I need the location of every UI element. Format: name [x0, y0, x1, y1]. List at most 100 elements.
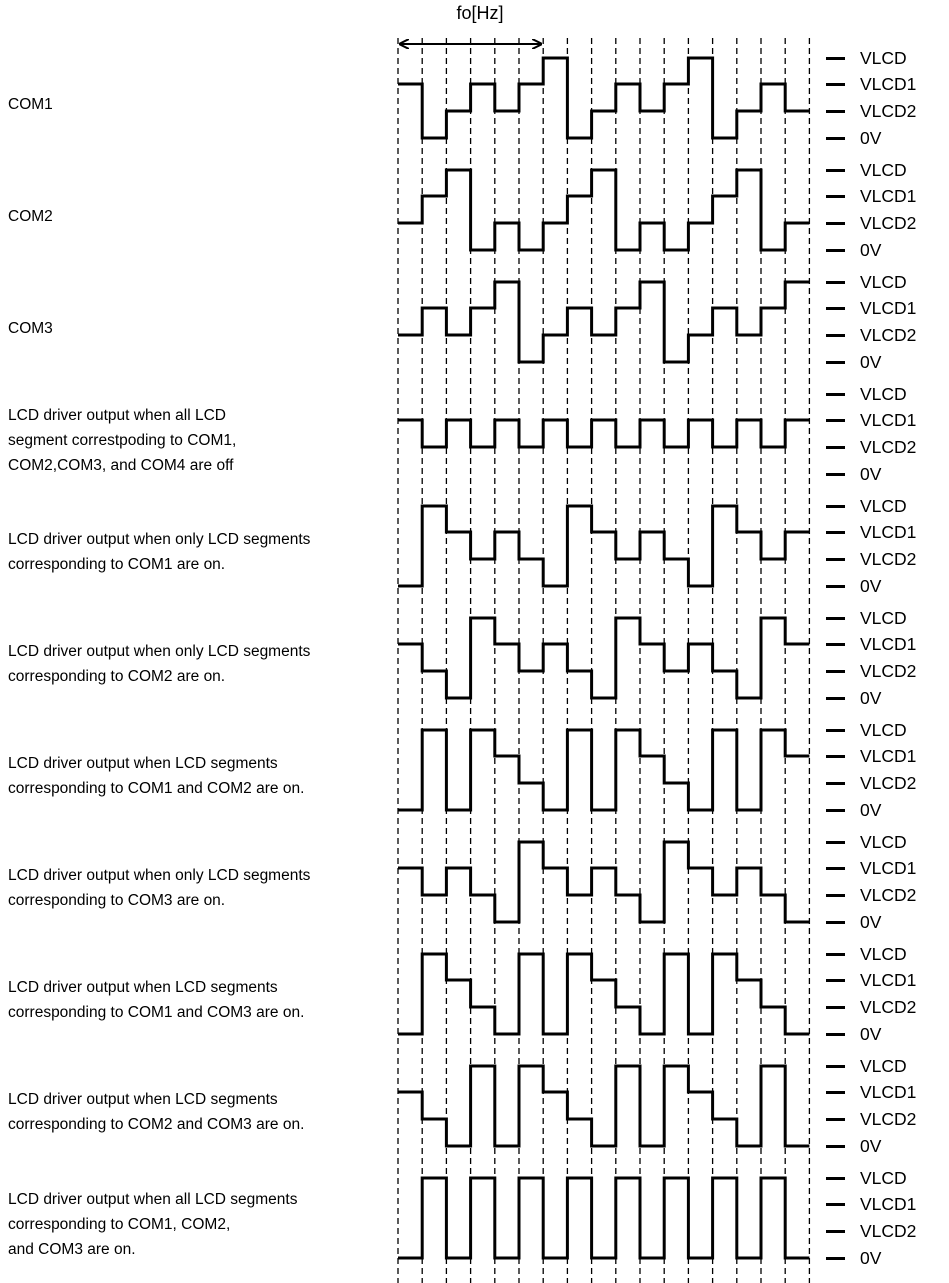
waveform-label-line: COM1 [8, 95, 53, 113]
waveform-trace [398, 616, 810, 700]
waveform-label: LCD driver output when only LCD segments… [8, 639, 388, 689]
waveform-label-line: COM3 [8, 319, 53, 337]
level-label: VLCD2 [860, 213, 917, 233]
level-label: VLCD1 [860, 522, 917, 542]
level-label: VLCD1 [860, 970, 917, 990]
waveform-label: LCD driver output when LCD segments corre… [8, 751, 388, 801]
level-label: VLCD [860, 832, 907, 852]
waveform-label: COM1 [8, 92, 388, 117]
waveform-label: LCD driver output when all LCD segment co… [8, 403, 388, 478]
level-label: VLCD [860, 608, 907, 628]
level-tick [826, 280, 845, 284]
level-label: 0V [860, 128, 882, 148]
level-label: VLCD [860, 272, 907, 292]
level-label: VLCD2 [860, 997, 917, 1017]
waveform-trace [398, 504, 810, 588]
waveform-label-line: corresponding to COM1 and COM2 are on. [8, 780, 305, 797]
level-tick [826, 472, 845, 476]
level-tick [826, 866, 845, 870]
waveform-trace [398, 56, 810, 140]
level-label: VLCD1 [860, 74, 917, 94]
level-label: VLCD2 [860, 101, 917, 121]
level-tick [826, 194, 845, 198]
level-tick [826, 920, 845, 924]
frequency-label: fo[Hz] [456, 3, 504, 23]
level-tick [826, 109, 845, 113]
level-label: VLCD [860, 160, 907, 180]
waveform-trace [398, 840, 810, 924]
level-tick [826, 1144, 845, 1148]
level-tick [826, 1117, 845, 1121]
waveform-label: LCD driver output when only LCD segments… [8, 527, 388, 577]
level-tick [826, 669, 845, 673]
level-tick [826, 557, 845, 561]
level-tick [826, 696, 845, 700]
level-label: 0V [860, 1248, 882, 1268]
waveform-label-line: corresponding to COM2 are on. [8, 668, 226, 685]
level-label: VLCD [860, 1168, 907, 1188]
level-tick [826, 168, 845, 172]
level-label: 0V [860, 576, 882, 596]
level-label: VLCD1 [860, 298, 917, 318]
level-label: 0V [860, 1024, 882, 1044]
level-tick [826, 1202, 845, 1206]
level-label: VLCD [860, 720, 907, 740]
level-label: 0V [860, 464, 882, 484]
waveform-label-line: LCD driver output when all LCD segments [8, 1190, 298, 1208]
level-label: VLCD2 [860, 885, 917, 905]
level-tick [826, 840, 845, 844]
level-tick [826, 392, 845, 396]
waveform-label-line: LCD driver output when only LCD segments [8, 643, 311, 660]
waveform-trace [398, 418, 810, 449]
level-tick [826, 82, 845, 86]
level-tick [826, 1256, 845, 1260]
level-label: VLCD1 [860, 410, 917, 430]
level-tick [826, 754, 845, 758]
waveform-trace [398, 280, 810, 364]
waveform-label-line: and COM3 are on. [8, 1240, 136, 1258]
level-tick [826, 978, 845, 982]
waveform-label-line: LCD driver output when only LCD segments [8, 531, 311, 548]
level-label: VLCD [860, 48, 907, 68]
level-tick [826, 1176, 845, 1180]
level-label: VLCD2 [860, 1221, 917, 1241]
level-label: VLCD [860, 384, 907, 404]
waveform-label-line: corresponding to COM1 are on. [8, 556, 226, 573]
waveform-label-line: corresponding to COM1, COM2, [8, 1215, 231, 1233]
level-tick [826, 445, 845, 449]
level-tick [826, 1032, 845, 1036]
level-label: VLCD2 [860, 325, 917, 345]
waveform-label: LCD driver output when LCD segments corre… [8, 975, 388, 1025]
level-tick [826, 728, 845, 732]
waveform-label-line: corresponding to COM1 and COM3 are on. [8, 1004, 305, 1021]
waveform-label: LCD driver output when LCD segments corre… [8, 1087, 388, 1137]
level-label: VLCD2 [860, 549, 917, 569]
level-tick [826, 360, 845, 364]
level-label: VLCD1 [860, 186, 917, 206]
level-label: VLCD [860, 944, 907, 964]
level-label: 0V [860, 352, 882, 372]
waveform-trace [398, 1064, 810, 1148]
waveform-label: COM2 [8, 204, 388, 229]
level-tick [826, 248, 845, 252]
waveform-label-line: corresponding to COM3 are on. [8, 892, 226, 909]
level-tick [826, 1064, 845, 1068]
level-label: 0V [860, 800, 882, 820]
level-tick [826, 418, 845, 422]
level-label: VLCD2 [860, 1109, 917, 1129]
level-tick [826, 808, 845, 812]
waveform-label-line: LCD driver output when LCD segments [8, 979, 278, 996]
level-tick [826, 781, 845, 785]
level-label: VLCD2 [860, 437, 917, 457]
level-tick [826, 1229, 845, 1233]
level-label: VLCD1 [860, 1082, 917, 1102]
waveform-trace [398, 728, 810, 812]
level-label: VLCD [860, 496, 907, 516]
level-tick [826, 616, 845, 620]
level-tick [826, 584, 845, 588]
waveform-trace [398, 952, 810, 1036]
waveform-label-line: LCD driver output when only LCD segments [8, 867, 311, 884]
level-label: VLCD1 [860, 746, 917, 766]
level-label: VLCD1 [860, 1194, 917, 1214]
